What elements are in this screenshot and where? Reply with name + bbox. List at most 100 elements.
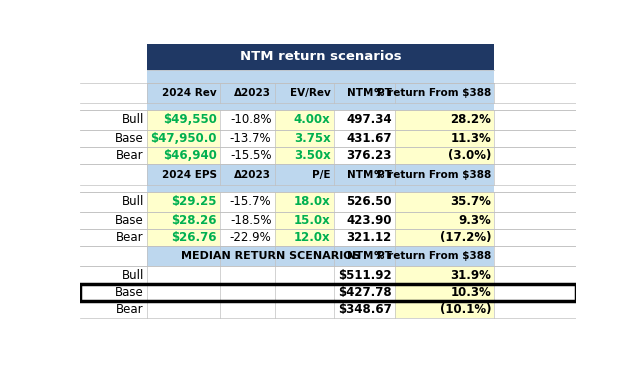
Bar: [80, 191, 147, 212]
Text: NTM PT: NTM PT: [347, 169, 392, 180]
Text: $26.76: $26.76: [172, 231, 217, 244]
Bar: [80, 284, 576, 301]
Text: Bull: Bull: [122, 113, 144, 126]
Bar: [275, 212, 333, 229]
Bar: [220, 147, 275, 164]
Bar: [147, 147, 220, 164]
Bar: [395, 212, 494, 229]
Text: % return From $388: % return From $388: [374, 251, 491, 261]
Text: 431.67: 431.67: [346, 132, 392, 145]
Text: 423.90: 423.90: [346, 214, 392, 227]
Bar: [147, 246, 494, 266]
Bar: [275, 110, 333, 130]
Bar: [220, 130, 275, 147]
Text: EV/Rev: EV/Rev: [290, 88, 330, 98]
Text: 3.75x: 3.75x: [294, 132, 330, 145]
Text: -18.5%: -18.5%: [230, 214, 271, 227]
Text: -10.8%: -10.8%: [230, 113, 271, 126]
Bar: [395, 301, 494, 318]
Bar: [494, 266, 576, 284]
Text: 35.7%: 35.7%: [450, 195, 491, 208]
Text: 497.34: 497.34: [346, 113, 392, 126]
Bar: [220, 191, 275, 212]
Text: -15.5%: -15.5%: [230, 149, 271, 162]
Bar: [333, 110, 395, 130]
Text: 12.0x: 12.0x: [294, 231, 330, 244]
Text: 9.3%: 9.3%: [458, 214, 491, 227]
Bar: [494, 110, 576, 130]
Bar: [80, 318, 576, 326]
Text: % return From $388: % return From $388: [374, 88, 491, 98]
Bar: [333, 191, 395, 212]
Bar: [395, 147, 494, 164]
Bar: [494, 301, 576, 318]
Bar: [494, 284, 576, 301]
Text: 3.50x: 3.50x: [294, 149, 330, 162]
Text: (10.1%): (10.1%): [440, 303, 491, 316]
Bar: [147, 44, 494, 70]
Bar: [395, 266, 494, 284]
Text: $29.25: $29.25: [172, 195, 217, 208]
Text: 321.12: 321.12: [347, 231, 392, 244]
Text: Base: Base: [115, 132, 144, 145]
Bar: [494, 229, 576, 246]
Bar: [275, 130, 333, 147]
Text: Base: Base: [115, 286, 144, 299]
Text: P/E: P/E: [312, 169, 330, 180]
Bar: [395, 191, 494, 212]
Text: NTM return scenarios: NTM return scenarios: [240, 50, 401, 63]
Text: $511.92: $511.92: [338, 269, 392, 281]
Text: MEDIAN RETURN SCENARIOS: MEDIAN RETURN SCENARIOS: [181, 251, 361, 261]
Text: (3.0%): (3.0%): [448, 149, 491, 162]
Text: 10.3%: 10.3%: [451, 286, 491, 299]
Text: 31.9%: 31.9%: [450, 269, 491, 281]
Bar: [395, 284, 494, 301]
Bar: [147, 164, 494, 185]
Bar: [80, 147, 147, 164]
Bar: [220, 212, 275, 229]
Text: -22.9%: -22.9%: [230, 231, 271, 244]
Bar: [333, 147, 395, 164]
Text: 18.0x: 18.0x: [294, 195, 330, 208]
Text: NTM PT: NTM PT: [347, 251, 392, 261]
Text: -15.7%: -15.7%: [230, 195, 271, 208]
Text: $46,940: $46,940: [163, 149, 217, 162]
Bar: [275, 147, 333, 164]
Bar: [80, 130, 147, 147]
Text: Bull: Bull: [122, 269, 144, 281]
Bar: [147, 130, 220, 147]
Bar: [275, 191, 333, 212]
Text: $348.67: $348.67: [338, 303, 392, 316]
Text: Bear: Bear: [116, 149, 144, 162]
Text: Bear: Bear: [116, 231, 144, 244]
Bar: [147, 229, 220, 246]
Text: -13.7%: -13.7%: [230, 132, 271, 145]
Text: Bull: Bull: [122, 195, 144, 208]
Text: Bear: Bear: [116, 303, 144, 316]
Text: 11.3%: 11.3%: [451, 132, 491, 145]
Bar: [494, 212, 576, 229]
Bar: [147, 191, 220, 212]
Bar: [147, 103, 494, 110]
Bar: [395, 110, 494, 130]
Text: 2024 Rev: 2024 Rev: [163, 88, 217, 98]
Bar: [494, 147, 576, 164]
Text: $28.26: $28.26: [172, 214, 217, 227]
Text: % return From $388: % return From $388: [374, 169, 491, 180]
Bar: [220, 110, 275, 130]
Text: $47,950.0: $47,950.0: [150, 132, 217, 145]
Text: Base: Base: [115, 214, 144, 227]
Text: NTM PT: NTM PT: [347, 88, 392, 98]
Text: 28.2%: 28.2%: [450, 113, 491, 126]
Bar: [147, 185, 494, 191]
Bar: [333, 229, 395, 246]
Text: $427.78: $427.78: [338, 286, 392, 299]
Bar: [395, 229, 494, 246]
Text: 526.50: 526.50: [346, 195, 392, 208]
Text: 2024 EPS: 2024 EPS: [162, 169, 217, 180]
Bar: [333, 130, 395, 147]
Bar: [147, 70, 494, 83]
Text: Δ2023: Δ2023: [234, 169, 271, 180]
Bar: [147, 83, 494, 103]
Bar: [220, 229, 275, 246]
